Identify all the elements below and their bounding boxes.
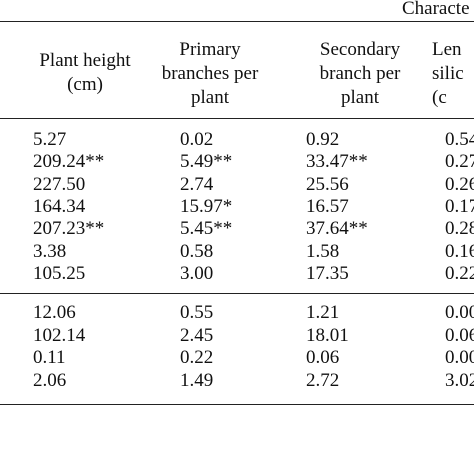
column-header: (c bbox=[432, 87, 447, 108]
cell: 0.27 bbox=[445, 151, 474, 173]
rule bbox=[0, 404, 474, 405]
column-header: plant bbox=[191, 87, 229, 108]
cell: 0.54 bbox=[445, 129, 474, 150]
cell: 0.28 bbox=[445, 218, 474, 240]
cell: 2.06 bbox=[33, 369, 67, 391]
cell: 0.06 bbox=[306, 347, 340, 368]
column-header: Plant height bbox=[39, 50, 131, 71]
column-header: (cm) bbox=[67, 74, 103, 95]
cell: 209.24** bbox=[33, 151, 105, 173]
cell: 164.34 bbox=[33, 195, 86, 217]
cell: 0.11 bbox=[33, 347, 66, 368]
cell: 1.58 bbox=[306, 240, 340, 262]
cell: 0.58 bbox=[180, 240, 214, 262]
cell: 3.38 bbox=[33, 240, 67, 262]
rule bbox=[0, 21, 474, 22]
column-header: Primary bbox=[179, 39, 241, 60]
column-header: silic bbox=[432, 63, 464, 84]
cell: 1.49 bbox=[180, 369, 214, 391]
cell: 5.45** bbox=[180, 218, 233, 240]
cell: 0.02 bbox=[180, 129, 214, 150]
cell: 3.02 bbox=[445, 369, 474, 391]
cell: 37.64** bbox=[306, 218, 368, 240]
cell: 2.74 bbox=[180, 173, 214, 195]
cell: 0.22 bbox=[445, 262, 474, 284]
cell: 207.23** bbox=[33, 218, 105, 240]
cell: 25.56 bbox=[306, 173, 349, 195]
cell: 0.00 bbox=[445, 347, 474, 368]
cell: 105.25 bbox=[33, 262, 86, 284]
cell: 0.92 bbox=[306, 129, 340, 150]
cell: 0.00 bbox=[445, 302, 474, 323]
column-header: Len bbox=[432, 39, 462, 60]
cell: 102.14 bbox=[33, 324, 86, 346]
cell: 0.06 bbox=[445, 324, 474, 346]
column-header: Secondary bbox=[319, 39, 401, 60]
header-title: Characte bbox=[402, 0, 470, 19]
cell: 227.50 bbox=[33, 173, 86, 195]
cell: 0.22 bbox=[180, 347, 214, 368]
cell: 17.35 bbox=[306, 262, 349, 284]
cell: 5.27 bbox=[33, 129, 67, 150]
cell: 0.16 bbox=[445, 240, 474, 262]
column-header: branches per bbox=[161, 63, 259, 84]
cell: 12.06 bbox=[33, 302, 76, 323]
cell: 0.26 bbox=[445, 173, 474, 195]
cell: 18.01 bbox=[306, 324, 349, 346]
column-header: branch per bbox=[319, 63, 401, 84]
cell: 33.47** bbox=[306, 151, 368, 173]
column-header: plant bbox=[341, 87, 379, 108]
cell: 1.21 bbox=[306, 302, 340, 323]
cell: 0.17 bbox=[445, 195, 474, 217]
cell: 3.00 bbox=[180, 262, 214, 284]
rule bbox=[0, 118, 474, 119]
rule bbox=[0, 293, 474, 294]
cell: 16.57 bbox=[306, 195, 349, 217]
cell: 5.49** bbox=[180, 151, 233, 173]
cell: 0.55 bbox=[180, 302, 214, 323]
cell: 2.72 bbox=[306, 369, 340, 391]
cell: 2.45 bbox=[180, 324, 214, 346]
cell: 15.97* bbox=[180, 195, 233, 217]
